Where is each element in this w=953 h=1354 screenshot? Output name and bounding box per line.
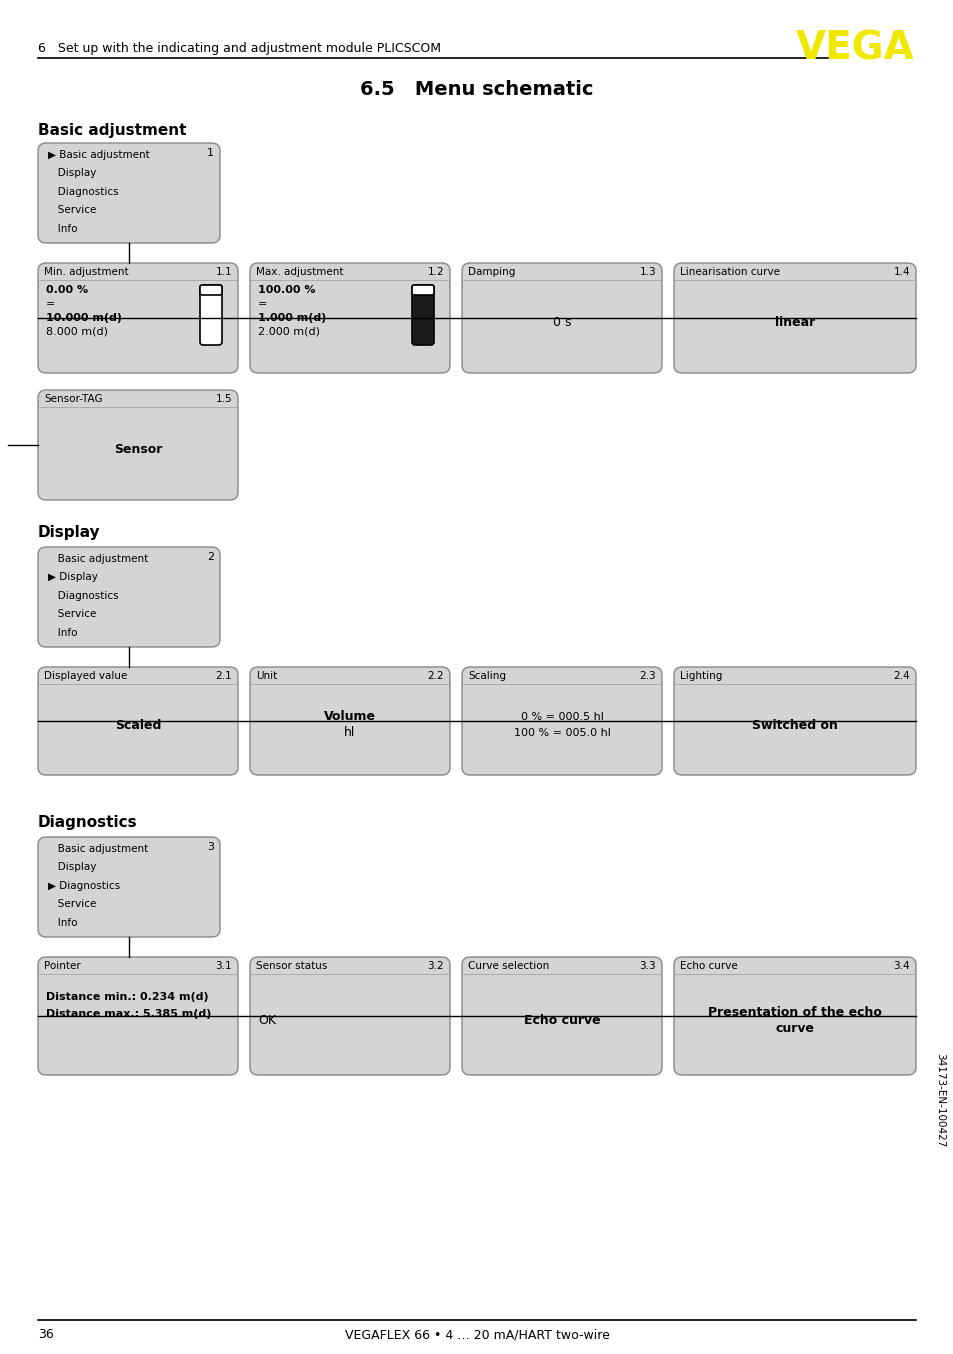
Text: Diagnostics: Diagnostics xyxy=(38,815,137,830)
Text: Diagnostics: Diagnostics xyxy=(48,187,118,196)
Text: Lighting: Lighting xyxy=(679,672,721,681)
Text: 1.000 m(d): 1.000 m(d) xyxy=(257,313,326,324)
Text: VEGA: VEGA xyxy=(796,30,914,68)
FancyBboxPatch shape xyxy=(38,547,220,647)
Text: Info: Info xyxy=(48,628,77,638)
FancyBboxPatch shape xyxy=(250,263,450,372)
Text: Scaled: Scaled xyxy=(114,719,161,733)
Text: 3.2: 3.2 xyxy=(427,961,443,971)
Text: 3.4: 3.4 xyxy=(892,961,909,971)
FancyBboxPatch shape xyxy=(38,668,237,774)
Text: Damping: Damping xyxy=(468,267,515,278)
Text: 0 % = 000.5 hl: 0 % = 000.5 hl xyxy=(520,712,603,722)
Text: 2.4: 2.4 xyxy=(892,672,909,681)
Text: Displayed value: Displayed value xyxy=(44,672,128,681)
FancyBboxPatch shape xyxy=(38,837,220,937)
FancyBboxPatch shape xyxy=(673,668,915,774)
FancyBboxPatch shape xyxy=(38,957,237,1075)
Text: OK: OK xyxy=(257,1014,275,1028)
Text: Display: Display xyxy=(38,525,100,540)
Text: Min. adjustment: Min. adjustment xyxy=(44,267,129,278)
Text: 100 % = 005.0 hl: 100 % = 005.0 hl xyxy=(513,728,610,738)
Text: Presentation of the echo: Presentation of the echo xyxy=(707,1006,881,1018)
Text: Distance max.: 5.385 m(d): Distance max.: 5.385 m(d) xyxy=(46,1009,212,1020)
Text: 2.000 m(d): 2.000 m(d) xyxy=(257,328,319,337)
Text: 34173-EN-100427: 34173-EN-100427 xyxy=(934,1053,944,1147)
Text: 1.5: 1.5 xyxy=(215,394,232,403)
Text: linear: linear xyxy=(774,317,814,329)
Text: =: = xyxy=(46,299,55,309)
Text: 100.00 %: 100.00 % xyxy=(257,284,315,295)
Text: 0.00 %: 0.00 % xyxy=(46,284,88,295)
FancyBboxPatch shape xyxy=(250,668,450,774)
Text: 1.1: 1.1 xyxy=(215,267,232,278)
Text: Info: Info xyxy=(48,918,77,927)
Text: Service: Service xyxy=(48,609,96,619)
Text: 1: 1 xyxy=(207,148,213,158)
FancyBboxPatch shape xyxy=(38,390,237,500)
Text: Sensor: Sensor xyxy=(113,444,162,456)
FancyBboxPatch shape xyxy=(412,284,434,345)
Text: Echo curve: Echo curve xyxy=(679,961,737,971)
FancyBboxPatch shape xyxy=(200,284,222,345)
Text: 1.3: 1.3 xyxy=(639,267,656,278)
Text: Max. adjustment: Max. adjustment xyxy=(255,267,343,278)
Text: Diagnostics: Diagnostics xyxy=(48,590,118,601)
Text: Distance min.: 0.234 m(d): Distance min.: 0.234 m(d) xyxy=(46,992,209,1002)
FancyBboxPatch shape xyxy=(200,284,222,295)
Text: Display: Display xyxy=(48,862,96,872)
Text: 3.3: 3.3 xyxy=(639,961,656,971)
Text: 3.1: 3.1 xyxy=(215,961,232,971)
Text: 36: 36 xyxy=(38,1328,53,1340)
FancyBboxPatch shape xyxy=(673,263,915,372)
Text: Basic adjustment: Basic adjustment xyxy=(38,123,186,138)
Text: 8.000 m(d): 8.000 m(d) xyxy=(46,328,108,337)
Text: 6   Set up with the indicating and adjustment module PLICSCOM: 6 Set up with the indicating and adjustm… xyxy=(38,42,440,56)
FancyBboxPatch shape xyxy=(461,263,661,372)
Text: Basic adjustment: Basic adjustment xyxy=(48,554,148,565)
FancyBboxPatch shape xyxy=(250,957,450,1075)
Text: 10.000 m(d): 10.000 m(d) xyxy=(46,313,122,324)
Text: 6.5   Menu schematic: 6.5 Menu schematic xyxy=(360,80,593,99)
FancyBboxPatch shape xyxy=(461,957,661,1075)
Text: Echo curve: Echo curve xyxy=(523,1014,599,1028)
Text: hl: hl xyxy=(344,727,355,739)
Text: 2.1: 2.1 xyxy=(215,672,232,681)
Text: 1.4: 1.4 xyxy=(892,267,909,278)
Text: ▶ Basic adjustment: ▶ Basic adjustment xyxy=(48,150,150,160)
Text: Service: Service xyxy=(48,899,96,909)
Text: Sensor status: Sensor status xyxy=(255,961,327,971)
Text: 1.2: 1.2 xyxy=(427,267,443,278)
FancyBboxPatch shape xyxy=(412,284,434,295)
Text: 3: 3 xyxy=(207,842,213,852)
FancyBboxPatch shape xyxy=(673,957,915,1075)
Text: Curve selection: Curve selection xyxy=(468,961,549,971)
Text: 2.3: 2.3 xyxy=(639,672,656,681)
Text: Info: Info xyxy=(48,223,77,234)
Text: =: = xyxy=(257,299,267,309)
Text: Sensor-TAG: Sensor-TAG xyxy=(44,394,103,403)
Text: VEGAFLEX 66 • 4 … 20 mA/HART two-wire: VEGAFLEX 66 • 4 … 20 mA/HART two-wire xyxy=(344,1328,609,1340)
FancyBboxPatch shape xyxy=(38,144,220,242)
Text: ▶ Diagnostics: ▶ Diagnostics xyxy=(48,881,120,891)
Text: Volume: Volume xyxy=(324,711,375,723)
Text: ▶ Display: ▶ Display xyxy=(48,573,98,582)
Text: 2.2: 2.2 xyxy=(427,672,443,681)
FancyBboxPatch shape xyxy=(38,263,237,372)
Text: curve: curve xyxy=(775,1021,814,1034)
Text: Scaling: Scaling xyxy=(468,672,505,681)
Text: Unit: Unit xyxy=(255,672,277,681)
Text: 2: 2 xyxy=(207,552,213,562)
FancyBboxPatch shape xyxy=(461,668,661,774)
Text: Pointer: Pointer xyxy=(44,961,81,971)
Text: 0 s: 0 s xyxy=(552,317,571,329)
Text: Switched on: Switched on xyxy=(751,719,837,733)
Text: Display: Display xyxy=(48,168,96,179)
Text: Service: Service xyxy=(48,206,96,215)
Text: Basic adjustment: Basic adjustment xyxy=(48,844,148,854)
Text: Linearisation curve: Linearisation curve xyxy=(679,267,780,278)
